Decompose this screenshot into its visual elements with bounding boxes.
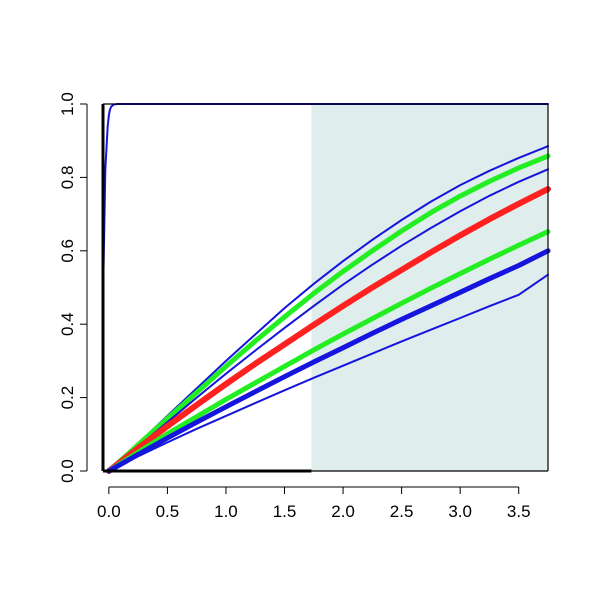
series-line-7 <box>106 248 551 474</box>
series-line-2 <box>107 145 549 472</box>
x-tick-label: 0.5 <box>156 502 180 521</box>
x-tick-label: 0.0 <box>97 502 121 521</box>
series-line-6 <box>106 229 551 474</box>
y-tick-label: 0.8 <box>58 166 77 190</box>
x-axis: 0.0 0.5 1.0 1.5 2.0 2.5 3.0 3.5 <box>97 486 531 521</box>
y-tick-label: 0.0 <box>58 459 77 483</box>
plot-frame <box>101 103 549 473</box>
series-line-4 <box>107 168 549 472</box>
x-tick-label: 3.0 <box>448 502 472 521</box>
y-tick-label: 1.0 <box>58 92 77 116</box>
series-line-5 <box>105 186 551 474</box>
x-tick-label: 2.0 <box>331 502 355 521</box>
x-tick-label: 1.5 <box>273 502 297 521</box>
x-tick-label: 1.0 <box>214 502 238 521</box>
y-tick-label: 0.4 <box>58 312 77 336</box>
x-tick-label: 2.5 <box>390 502 414 521</box>
series-line-8 <box>107 273 549 472</box>
y-tick-label: 0.2 <box>58 386 77 410</box>
y-tick-label: 0.6 <box>58 239 77 263</box>
y-axis: 0.0 0.2 0.4 0.6 0.8 1.0 <box>58 92 88 483</box>
series-layer <box>102 103 551 474</box>
series-line-3 <box>106 153 551 474</box>
x-tick-label: 3.5 <box>507 502 531 521</box>
